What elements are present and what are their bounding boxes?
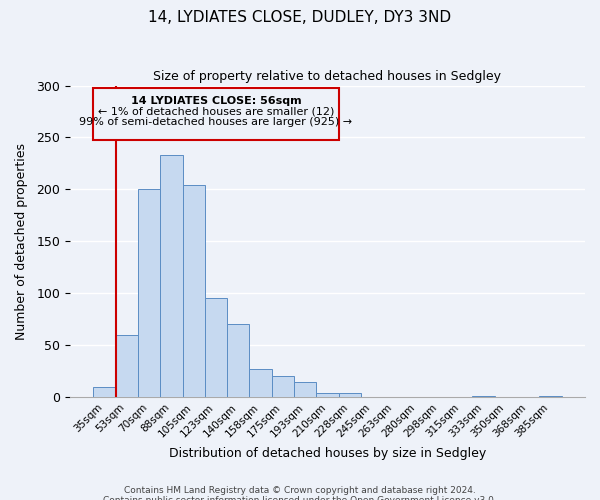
- Bar: [116, 334, 138, 397]
- Bar: [316, 393, 338, 397]
- Bar: [94, 386, 116, 397]
- Bar: [338, 393, 361, 397]
- Y-axis label: Number of detached properties: Number of detached properties: [15, 143, 28, 340]
- Text: 14 LYDIATES CLOSE: 56sqm: 14 LYDIATES CLOSE: 56sqm: [131, 96, 301, 106]
- Text: Contains public sector information licensed under the Open Government Licence v3: Contains public sector information licen…: [103, 496, 497, 500]
- Bar: [294, 382, 316, 397]
- X-axis label: Distribution of detached houses by size in Sedgley: Distribution of detached houses by size …: [169, 447, 486, 460]
- Bar: [205, 298, 227, 397]
- Bar: [160, 155, 182, 397]
- Text: ← 1% of detached houses are smaller (12): ← 1% of detached houses are smaller (12): [98, 106, 334, 117]
- Bar: [94, 88, 338, 140]
- Text: Contains HM Land Registry data © Crown copyright and database right 2024.: Contains HM Land Registry data © Crown c…: [124, 486, 476, 495]
- Bar: [138, 190, 160, 397]
- Bar: [472, 396, 494, 397]
- Text: 14, LYDIATES CLOSE, DUDLEY, DY3 3ND: 14, LYDIATES CLOSE, DUDLEY, DY3 3ND: [148, 10, 452, 25]
- Bar: [272, 376, 294, 397]
- Bar: [539, 396, 562, 397]
- Bar: [227, 324, 250, 397]
- Title: Size of property relative to detached houses in Sedgley: Size of property relative to detached ho…: [154, 70, 502, 83]
- Text: 99% of semi-detached houses are larger (925) →: 99% of semi-detached houses are larger (…: [79, 116, 353, 126]
- Bar: [250, 369, 272, 397]
- Bar: [182, 185, 205, 397]
